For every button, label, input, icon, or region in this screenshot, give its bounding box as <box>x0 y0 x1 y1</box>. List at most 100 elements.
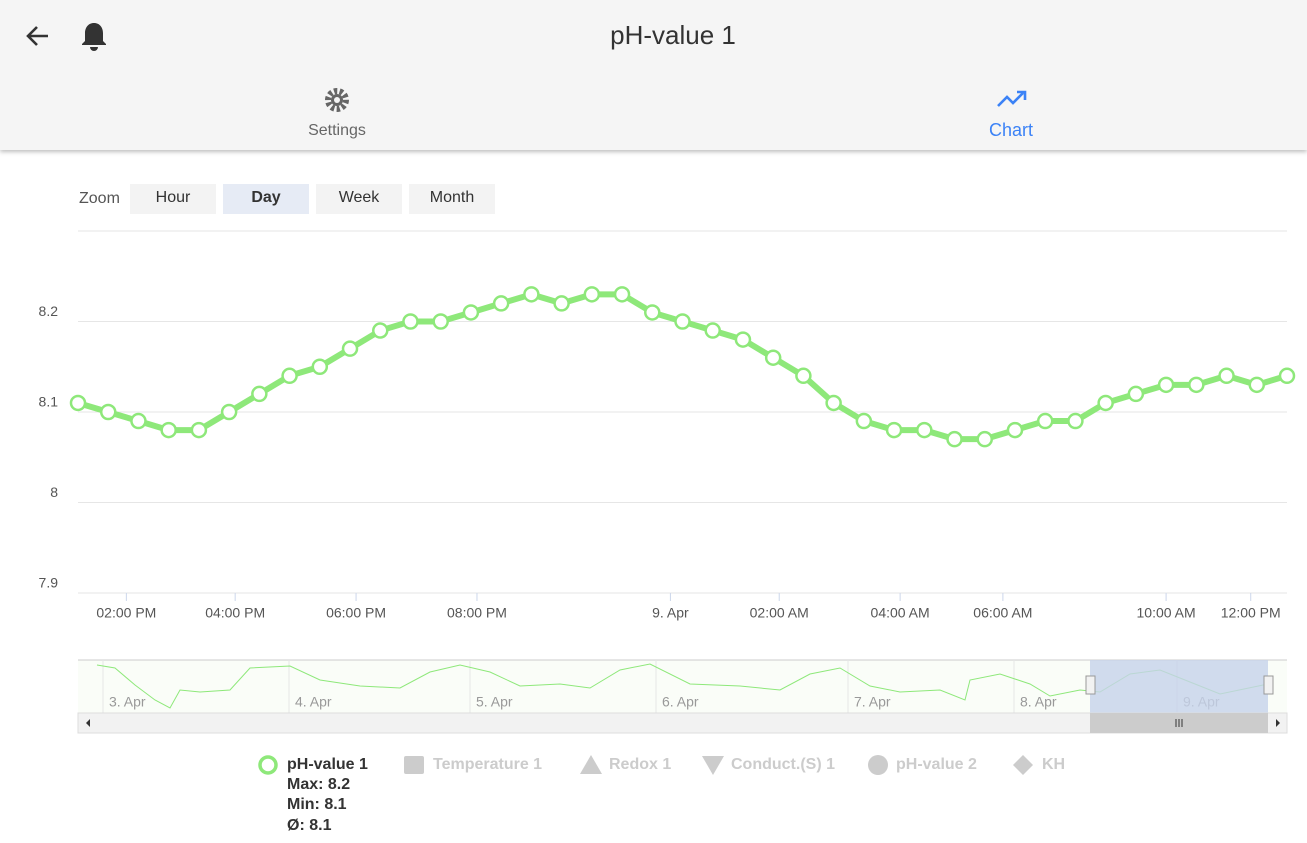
data-point[interactable] <box>1218 367 1235 385</box>
zoom-button-bg <box>316 184 402 214</box>
navigator-series <box>96 663 1269 709</box>
legend-stat: Max: 8.2 <box>287 776 350 793</box>
data-point[interactable] <box>825 394 842 412</box>
data-point[interactable] <box>462 304 480 321</box>
chart-tab[interactable]: Chart <box>989 90 1033 140</box>
data-point[interactable] <box>523 286 540 303</box>
data-point[interactable] <box>341 340 359 357</box>
data-point[interactable] <box>372 322 389 339</box>
navigator-handle[interactable] <box>1263 675 1274 695</box>
tab-label: Chart <box>989 120 1033 140</box>
data-point[interactable] <box>160 421 177 439</box>
legend-symbol <box>702 756 724 775</box>
x-tick-label: 04:00 AM <box>871 605 930 621</box>
legend-symbol <box>580 755 602 774</box>
navigator-label: 4. Apr <box>295 694 332 710</box>
navigator-handle[interactable] <box>1085 675 1096 695</box>
navigator-selection[interactable] <box>1090 660 1268 713</box>
navigator-label: 6. Apr <box>662 694 699 710</box>
data-point[interactable] <box>1036 412 1054 430</box>
legend-label[interactable]: KH <box>1042 756 1065 773</box>
data-point[interactable] <box>704 322 721 339</box>
scroll-left[interactable] <box>86 719 90 727</box>
data-point[interactable] <box>281 367 298 385</box>
zoom-button[interactable]: Day <box>223 184 309 214</box>
data-point[interactable] <box>1127 385 1145 403</box>
data-point[interactable] <box>734 331 752 348</box>
notification-button[interactable] <box>82 23 106 51</box>
data-point[interactable] <box>130 412 147 430</box>
data-point[interactable] <box>916 421 933 439</box>
page-title: pH-value 1 <box>610 20 736 50</box>
data-point[interactable] <box>251 385 268 403</box>
legend-symbol <box>1013 755 1033 775</box>
zoom-button-label: Week <box>339 189 381 206</box>
zoom-button[interactable]: Month <box>409 184 495 214</box>
data-point[interactable] <box>99 403 117 421</box>
legend-item[interactable]: pH-value 1 Max: 8.2 Min: 8.1 Ø: 8.1 <box>258 755 368 834</box>
zoom-buttons: Hour Day Week Month <box>130 184 495 214</box>
data-point[interactable] <box>1006 421 1024 439</box>
data-point[interactable] <box>644 304 661 321</box>
zoom-button[interactable]: Week <box>316 184 402 214</box>
data-point[interactable] <box>764 349 782 366</box>
data-point[interactable] <box>674 313 691 330</box>
data-point[interactable] <box>69 394 87 412</box>
zoom-button-bg <box>409 184 495 214</box>
x-tick-label: 02:00 AM <box>750 605 809 621</box>
legend-label[interactable]: Conduct.(S) 1 <box>731 756 835 773</box>
zoom-button[interactable]: Hour <box>130 184 216 214</box>
chart-icon <box>997 90 1027 107</box>
data-point[interactable] <box>1188 376 1205 394</box>
y-tick-label: 7.9 <box>39 575 59 591</box>
data-point[interactable] <box>1097 394 1114 412</box>
zoom-label: Zoom <box>79 190 120 207</box>
data-point[interactable] <box>1157 376 1175 394</box>
x-tick-label: 06:00 AM <box>973 605 1032 621</box>
data-point[interactable] <box>885 421 903 439</box>
x-tick-label: 02:00 PM <box>96 605 156 621</box>
data-point[interactable] <box>190 421 208 439</box>
scrollbar-track <box>77 712 1288 734</box>
data-point[interactable] <box>1248 376 1266 394</box>
y-tick-label: 8 <box>50 484 58 500</box>
tab-label: Settings <box>308 122 366 139</box>
data-point[interactable] <box>402 313 419 330</box>
data-point[interactable] <box>432 313 449 330</box>
legend-stat: Ø: 8.1 <box>287 817 332 834</box>
data-point[interactable] <box>553 295 570 312</box>
data-point[interactable] <box>1278 367 1296 385</box>
navigator-label: 7. Apr <box>854 694 891 710</box>
data-point[interactable] <box>1067 412 1084 430</box>
navigator-label: 8. Apr <box>1020 694 1057 710</box>
settings-icon <box>325 88 349 112</box>
legend: pH-value 1 Max: 8.2 Min: 8.1 Ø: 8.1 Temp… <box>258 755 1065 834</box>
data-point[interactable] <box>795 367 812 385</box>
data-point[interactable] <box>583 286 601 303</box>
back-button[interactable] <box>26 26 48 46</box>
legend-symbol <box>258 755 278 775</box>
legend-label[interactable]: Temperature 1 <box>433 756 542 773</box>
scroll-right[interactable] <box>1276 719 1280 727</box>
data-point[interactable] <box>976 430 993 448</box>
data-point[interactable] <box>492 295 510 312</box>
data-point[interactable] <box>946 430 963 448</box>
legend-symbol <box>404 756 424 774</box>
data-point[interactable] <box>311 358 329 375</box>
legend-label[interactable]: Redox 1 <box>609 756 671 773</box>
x-tick-label: 9. Apr <box>652 605 689 621</box>
zoom-button-label: Hour <box>156 189 191 206</box>
settings-icon-hole <box>334 97 340 103</box>
x-tick-label: 12:00 PM <box>1221 605 1281 621</box>
x-tick-label: 04:00 PM <box>205 605 265 621</box>
scrollbar-grip <box>1175 719 1183 727</box>
settings-tab[interactable]: Settings <box>308 88 366 139</box>
legend-label[interactable]: pH-value 2 <box>896 756 977 773</box>
data-point[interactable] <box>613 286 631 303</box>
app-bar <box>0 0 1307 150</box>
data-point[interactable] <box>855 412 873 430</box>
data-point[interactable] <box>220 403 238 421</box>
